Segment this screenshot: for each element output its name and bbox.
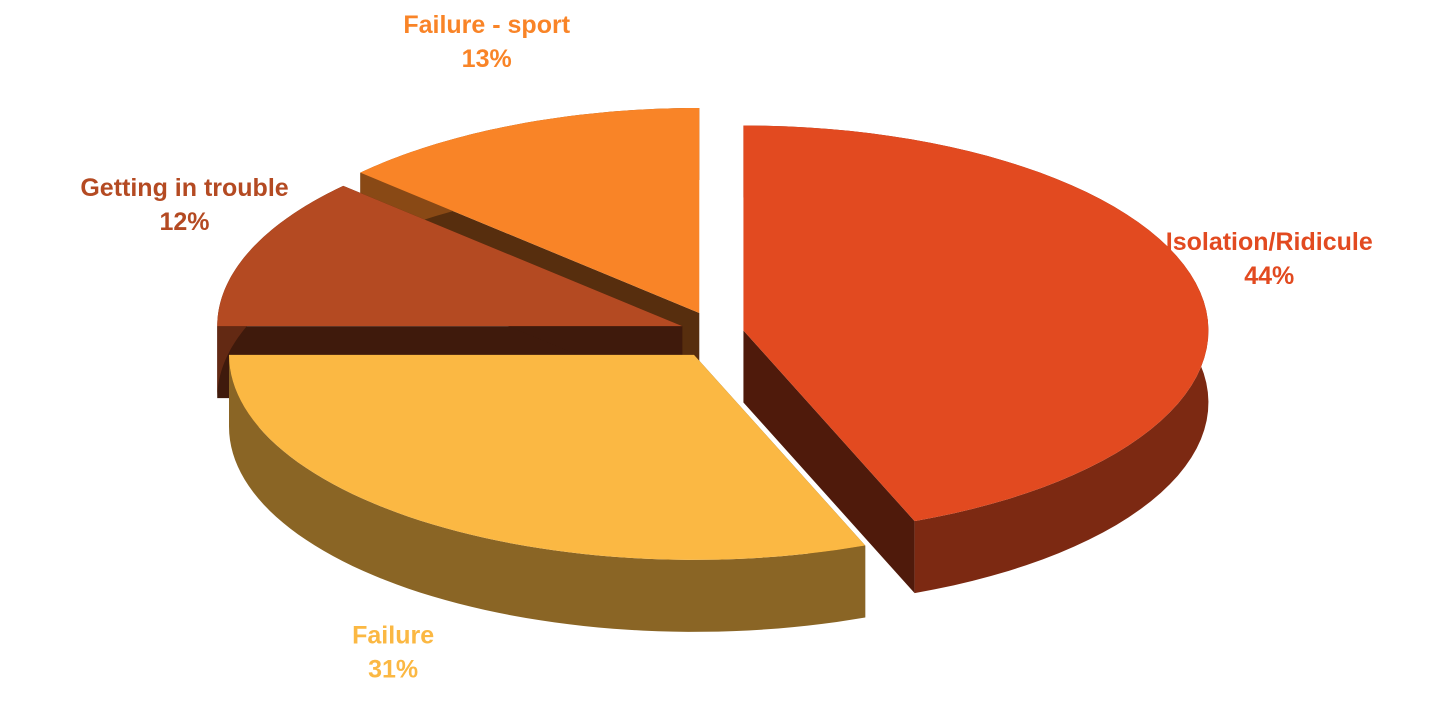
data-label-name: Isolation/Ridicule [1166,228,1373,256]
data-label-value: 31% [368,655,418,683]
data-label-name: Failure - sport [403,11,570,39]
data-label-value: 13% [462,45,512,73]
slice-top [217,185,683,327]
data-label-name: Failure [352,621,434,649]
slice-top [229,354,866,560]
data-label-name: Getting in trouble [80,174,288,202]
slice-top [360,107,700,313]
slice-wall [743,330,915,594]
slice-top [743,125,1209,522]
data-label-value: 12% [160,208,210,236]
slice-side [229,354,866,632]
slice [229,354,866,632]
data-label-value: 44% [1244,262,1294,290]
slice [743,125,1209,594]
